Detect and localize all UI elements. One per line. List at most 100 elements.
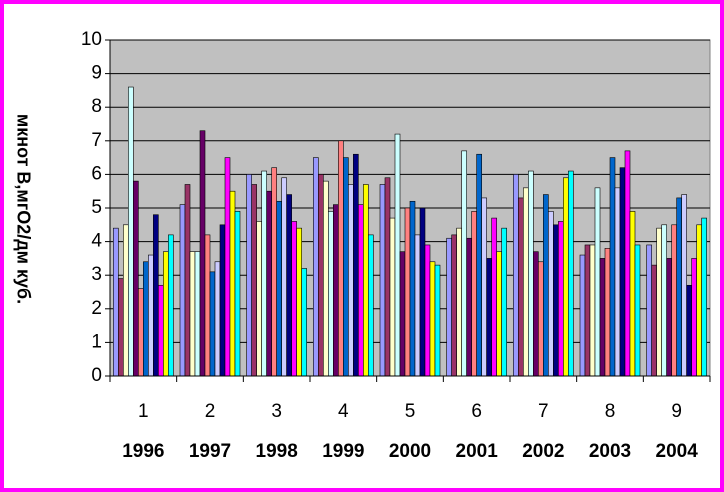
y-tick-label: 7 (91, 130, 102, 151)
bar (419, 207, 426, 377)
bar (476, 153, 482, 377)
y-axis-label: мкнот В,мгО2/дм куб. (13, 114, 33, 304)
y-tick-label: 10 (81, 29, 102, 50)
bar (224, 157, 231, 377)
bar (266, 190, 272, 377)
bar (148, 254, 154, 377)
bar (338, 140, 344, 377)
bar (584, 244, 591, 377)
bar (496, 251, 502, 377)
bar (296, 227, 302, 377)
bar (158, 284, 164, 377)
bar (533, 251, 539, 377)
bar (234, 211, 241, 377)
bar (661, 224, 667, 377)
bar (143, 261, 149, 377)
y-tick-label: 2 (91, 298, 102, 319)
bar (461, 150, 467, 377)
year-label: 2004 (656, 441, 699, 462)
bar (651, 264, 657, 377)
bar (646, 244, 652, 377)
bar (133, 180, 139, 377)
y-tick-label: 9 (91, 63, 102, 84)
bar (409, 200, 416, 377)
bar (589, 244, 596, 377)
bar (301, 268, 307, 377)
bar (528, 170, 534, 377)
bar (686, 284, 692, 377)
year-label: 1997 (189, 441, 231, 462)
bar (138, 288, 144, 377)
bar (518, 197, 524, 377)
bar (466, 237, 472, 377)
bar (328, 211, 334, 377)
bar (229, 190, 236, 377)
x-tick-label: 5 (405, 401, 416, 422)
y-tick-label: 5 (91, 197, 102, 218)
bar (399, 251, 406, 377)
bar (424, 244, 431, 377)
bar (318, 174, 324, 377)
bar (656, 227, 662, 377)
bar (563, 177, 569, 377)
bar (313, 157, 319, 377)
bar (368, 234, 374, 377)
bar (394, 133, 401, 377)
bar (358, 204, 364, 377)
bar (676, 197, 682, 377)
bar (204, 234, 211, 377)
bar (348, 184, 354, 377)
bar (333, 204, 339, 377)
y-tick-label: 4 (91, 231, 102, 252)
bar (543, 194, 549, 377)
year-label: 1998 (256, 441, 298, 462)
bar (271, 167, 277, 377)
bar (619, 167, 626, 377)
bar (434, 264, 441, 377)
bar (501, 227, 507, 377)
bar (491, 217, 497, 377)
bar (558, 221, 564, 377)
bar (363, 184, 369, 377)
bar (553, 224, 559, 377)
bar (523, 187, 529, 377)
bar (634, 244, 641, 377)
year-label: 2001 (456, 441, 499, 462)
bar (671, 224, 677, 377)
bar (548, 211, 554, 377)
y-tick-label: 8 (91, 96, 102, 117)
x-tick-label: 7 (538, 401, 549, 422)
bar (153, 214, 159, 377)
bar (681, 194, 687, 377)
bar (184, 184, 191, 377)
bar (609, 157, 616, 377)
bar (666, 258, 672, 377)
bar (696, 224, 702, 377)
bar (599, 258, 606, 377)
bar (538, 261, 544, 377)
bar (123, 224, 129, 377)
bar (343, 157, 349, 377)
bar (199, 130, 206, 377)
bar (353, 153, 359, 377)
bar (429, 261, 436, 377)
bar (604, 248, 611, 377)
bar (323, 180, 329, 377)
bar (219, 224, 226, 377)
bar (594, 187, 601, 377)
bar (179, 204, 186, 377)
bar (513, 174, 519, 377)
bar (624, 150, 631, 377)
bar (486, 258, 492, 377)
bar (414, 234, 421, 377)
bar (291, 221, 297, 377)
bar (281, 177, 287, 377)
bar (384, 177, 391, 377)
bar (446, 237, 452, 377)
y-tick-label: 0 (91, 365, 102, 386)
x-tick-label: 6 (471, 401, 482, 422)
y-tick-label: 1 (91, 331, 102, 352)
y-tick-label: 3 (91, 264, 102, 285)
year-label: 1996 (122, 441, 164, 462)
